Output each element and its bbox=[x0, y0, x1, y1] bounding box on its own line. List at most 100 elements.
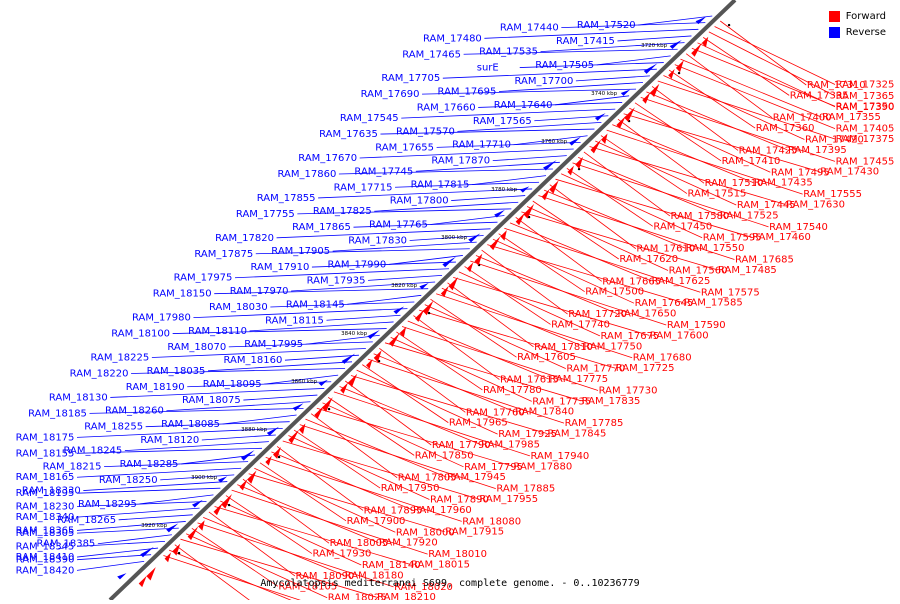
reverse-gene-feature[interactable] bbox=[393, 306, 405, 315]
forward-gene-feature[interactable] bbox=[187, 526, 199, 541]
forward-gene-label[interactable]: RAM_17445 bbox=[737, 200, 796, 211]
forward-gene-label[interactable]: RAM_17685 bbox=[735, 255, 794, 266]
reverse-gene-label[interactable]: RAM_17875 bbox=[194, 249, 253, 260]
reverse-gene-feature[interactable] bbox=[140, 546, 154, 558]
forward-gene-label[interactable]: RAM_17880 bbox=[513, 461, 572, 472]
forward-gene-label[interactable]: RAM_17730 bbox=[599, 385, 658, 396]
reverse-gene-label[interactable]: RAM_18070 bbox=[167, 342, 226, 353]
forward-gene-feature[interactable] bbox=[541, 189, 550, 201]
forward-gene-feature[interactable] bbox=[389, 332, 400, 347]
forward-gene-label[interactable]: RAM_17485 bbox=[718, 265, 777, 276]
reverse-gene-label[interactable]: RAM_17865 bbox=[292, 222, 351, 233]
forward-gene-label[interactable]: RAM_17430 bbox=[820, 167, 879, 178]
forward-gene-feature[interactable] bbox=[347, 373, 358, 388]
reverse-gene-label[interactable]: RAM_17565 bbox=[473, 116, 532, 127]
forward-gene-label[interactable]: RAM_17795 bbox=[464, 462, 523, 473]
forward-gene-label[interactable]: RAM_17985 bbox=[481, 439, 540, 450]
reverse-gene-label[interactable]: RAM_17520 bbox=[577, 20, 636, 31]
reverse-gene-label[interactable]: RAM_17905 bbox=[271, 246, 330, 257]
forward-gene-label[interactable]: RAM_17930 bbox=[313, 549, 372, 560]
reverse-gene-label[interactable]: RAM_17765 bbox=[369, 220, 428, 231]
reverse-gene-feature[interactable] bbox=[594, 113, 606, 121]
reverse-gene-label[interactable]: RAM_17910 bbox=[251, 262, 310, 273]
forward-gene-feature[interactable] bbox=[675, 60, 684, 73]
reverse-gene-label[interactable]: RAM_17660 bbox=[417, 102, 476, 113]
reverse-gene-label[interactable]: RAM_17745 bbox=[354, 166, 413, 177]
reverse-gene-feature[interactable] bbox=[240, 450, 255, 461]
reverse-gene-label[interactable]: RAM_18265 bbox=[57, 515, 116, 526]
forward-gene-feature[interactable] bbox=[414, 309, 425, 322]
forward-gene-feature[interactable] bbox=[146, 567, 156, 581]
forward-gene-label[interactable]: RAM_17405 bbox=[836, 124, 895, 135]
forward-gene-label[interactable]: RAM_17925 bbox=[498, 429, 557, 440]
forward-gene-label[interactable]: RAM_17560 bbox=[669, 265, 728, 276]
reverse-gene-label[interactable]: RAM_17640 bbox=[494, 100, 553, 111]
forward-gene-label[interactable]: RAM_17355 bbox=[822, 112, 881, 123]
forward-gene-label[interactable]: RAM_17610 bbox=[636, 244, 695, 255]
reverse-gene-label[interactable]: RAM_18340 bbox=[16, 512, 75, 523]
forward-gene-label[interactable]: RAM_17395 bbox=[788, 145, 847, 156]
reverse-gene-label[interactable]: RAM_17935 bbox=[307, 275, 366, 286]
forward-gene-label[interactable]: RAM_17965 bbox=[449, 418, 508, 429]
forward-gene-label[interactable]: RAM_17450 bbox=[653, 221, 712, 232]
forward-gene-label[interactable]: RAM_17455 bbox=[836, 156, 895, 167]
forward-gene-label[interactable]: RAM_17915 bbox=[445, 527, 504, 538]
reverse-gene-label[interactable]: RAM_18330 bbox=[22, 486, 81, 497]
reverse-gene-label[interactable]: RAM_17970 bbox=[230, 286, 289, 297]
forward-gene-label[interactable]: RAM_17425 bbox=[739, 145, 798, 156]
forward-gene-feature[interactable] bbox=[422, 300, 434, 316]
forward-gene-label[interactable]: RAM_17680 bbox=[633, 353, 692, 364]
forward-gene-label[interactable]: RAM_17945 bbox=[447, 472, 506, 483]
forward-gene-feature[interactable] bbox=[213, 502, 223, 516]
forward-gene-label[interactable]: RAM_17360 bbox=[756, 123, 815, 134]
forward-gene-feature[interactable] bbox=[298, 423, 306, 435]
reverse-gene-label[interactable]: RAM_17655 bbox=[375, 142, 434, 153]
reverse-gene-feature[interactable] bbox=[695, 16, 707, 25]
forward-gene-label[interactable]: RAM_18140 bbox=[362, 560, 421, 571]
forward-gene-label[interactable]: RAM_17785 bbox=[565, 418, 624, 429]
forward-gene-label[interactable]: RAM_17540 bbox=[769, 222, 828, 233]
reverse-gene-label[interactable]: RAM_17755 bbox=[236, 209, 295, 220]
forward-gene-label[interactable]: RAM_17575 bbox=[701, 287, 760, 298]
legend-item-reverse[interactable]: Reverse bbox=[828, 24, 886, 40]
reverse-gene-label[interactable]: RAM_18255 bbox=[84, 422, 143, 433]
reverse-gene-label[interactable]: RAM_17415 bbox=[556, 36, 615, 47]
forward-gene-label[interactable]: RAM_18025 bbox=[328, 593, 387, 604]
reverse-gene-label[interactable]: RAM_17700 bbox=[514, 76, 573, 87]
forward-gene-label[interactable]: RAM_17555 bbox=[803, 189, 862, 200]
forward-gene-label[interactable]: RAM_17620 bbox=[619, 254, 678, 265]
reverse-gene-label[interactable]: RAM_17695 bbox=[438, 87, 497, 98]
forward-gene-label[interactable]: RAM_17510 bbox=[705, 178, 764, 189]
reverse-gene-feature[interactable] bbox=[341, 353, 356, 364]
forward-gene-label[interactable]: RAM_17335 bbox=[790, 90, 849, 101]
forward-gene-label[interactable]: RAM_17950 bbox=[381, 483, 440, 494]
forward-gene-label[interactable]: RAM_17420 bbox=[805, 135, 864, 146]
forward-gene-label[interactable]: RAM_17410 bbox=[722, 156, 781, 167]
reverse-gene-label[interactable]: RAM_17830 bbox=[348, 235, 407, 246]
reverse-gene-label[interactable]: RAM_18420 bbox=[16, 565, 75, 576]
reverse-gene-label[interactable]: surE bbox=[477, 63, 499, 74]
forward-gene-label[interactable]: RAM_17725 bbox=[616, 363, 675, 374]
reverse-gene-feature[interactable] bbox=[669, 39, 682, 49]
forward-gene-label[interactable]: RAM_17920 bbox=[379, 538, 438, 549]
reverse-gene-label[interactable]: RAM_17825 bbox=[313, 206, 372, 217]
forward-gene-label[interactable]: RAM_17805 bbox=[398, 473, 457, 484]
forward-gene-feature[interactable] bbox=[523, 203, 535, 219]
forward-gene-label[interactable]: RAM_17835 bbox=[582, 396, 641, 407]
forward-gene-feature[interactable] bbox=[649, 83, 660, 98]
reverse-gene-label[interactable]: RAM_18250 bbox=[99, 475, 158, 486]
forward-gene-label[interactable]: RAM_17790 bbox=[432, 440, 491, 451]
reverse-gene-label[interactable]: RAM_17670 bbox=[298, 153, 357, 164]
reverse-gene-label[interactable]: RAM_17710 bbox=[452, 140, 511, 151]
reverse-gene-label[interactable]: RAM_18150 bbox=[153, 289, 212, 300]
forward-gene-label[interactable]: RAM_17960 bbox=[413, 505, 472, 516]
reverse-gene-label[interactable]: RAM_17480 bbox=[423, 33, 482, 44]
reverse-gene-label[interactable]: RAM_18345 bbox=[16, 541, 75, 552]
reverse-gene-label[interactable]: RAM_18225 bbox=[90, 353, 149, 364]
forward-gene-label[interactable]: RAM_17895 bbox=[364, 505, 423, 516]
reverse-gene-feature[interactable] bbox=[117, 573, 127, 580]
reverse-gene-label[interactable]: RAM_18095 bbox=[203, 379, 262, 390]
forward-gene-label[interactable]: RAM_17310 bbox=[807, 80, 866, 91]
reverse-gene-label[interactable]: RAM_17535 bbox=[479, 47, 538, 58]
reverse-gene-label[interactable]: RAM_18245 bbox=[63, 446, 122, 457]
